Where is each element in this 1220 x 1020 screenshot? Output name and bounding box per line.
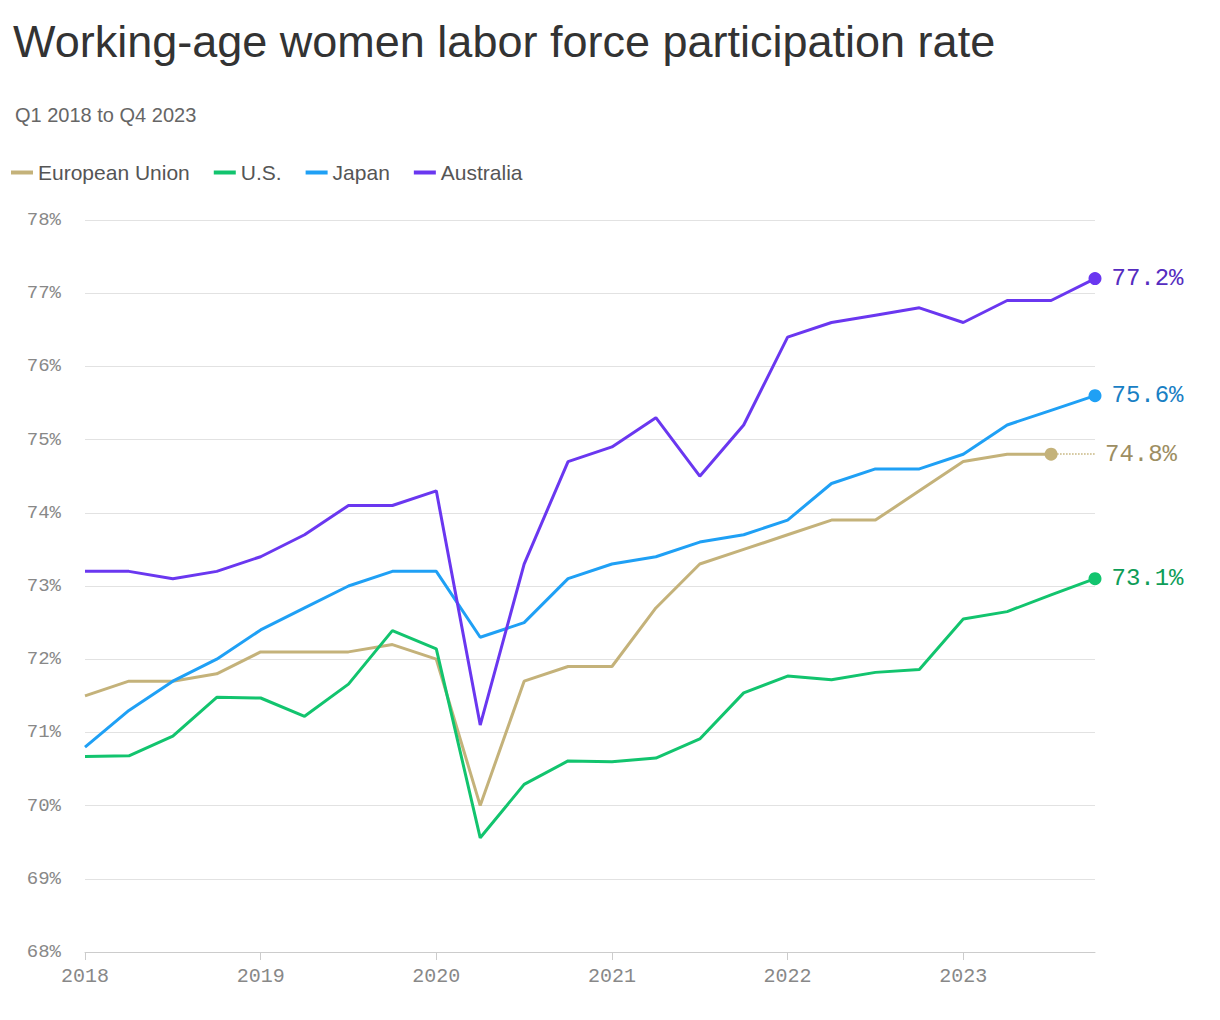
svg-text:Australia: Australia bbox=[441, 161, 523, 184]
svg-text:78%: 78% bbox=[27, 209, 62, 231]
svg-text:73%: 73% bbox=[27, 575, 62, 597]
svg-text:Working-age women labor force: Working-age women labor force participat… bbox=[13, 16, 995, 67]
svg-text:2018: 2018 bbox=[61, 965, 109, 988]
svg-text:75.6%: 75.6% bbox=[1112, 382, 1185, 409]
svg-text:72%: 72% bbox=[27, 648, 62, 670]
svg-text:2021: 2021 bbox=[588, 965, 636, 988]
svg-text:74%: 74% bbox=[27, 502, 62, 524]
svg-text:77.2%: 77.2% bbox=[1112, 265, 1185, 292]
svg-text:2023: 2023 bbox=[939, 965, 987, 988]
svg-text:2019: 2019 bbox=[237, 965, 285, 988]
svg-text:73.1%: 73.1% bbox=[1112, 565, 1185, 592]
svg-text:68%: 68% bbox=[27, 941, 62, 963]
svg-text:European Union: European Union bbox=[38, 161, 190, 184]
svg-text:76%: 76% bbox=[27, 355, 62, 377]
svg-text:70%: 70% bbox=[27, 795, 62, 817]
svg-text:69%: 69% bbox=[27, 868, 62, 890]
svg-text:77%: 77% bbox=[27, 282, 62, 304]
svg-text:Japan: Japan bbox=[333, 161, 390, 184]
svg-text:U.S.: U.S. bbox=[241, 161, 282, 184]
svg-text:75%: 75% bbox=[27, 429, 62, 451]
svg-text:71%: 71% bbox=[27, 721, 62, 743]
svg-text:74.8%: 74.8% bbox=[1105, 441, 1178, 468]
svg-text:Q1 2018 to Q4 2023: Q1 2018 to Q4 2023 bbox=[15, 104, 196, 126]
svg-text:2022: 2022 bbox=[764, 965, 812, 988]
svg-text:2020: 2020 bbox=[412, 965, 460, 988]
